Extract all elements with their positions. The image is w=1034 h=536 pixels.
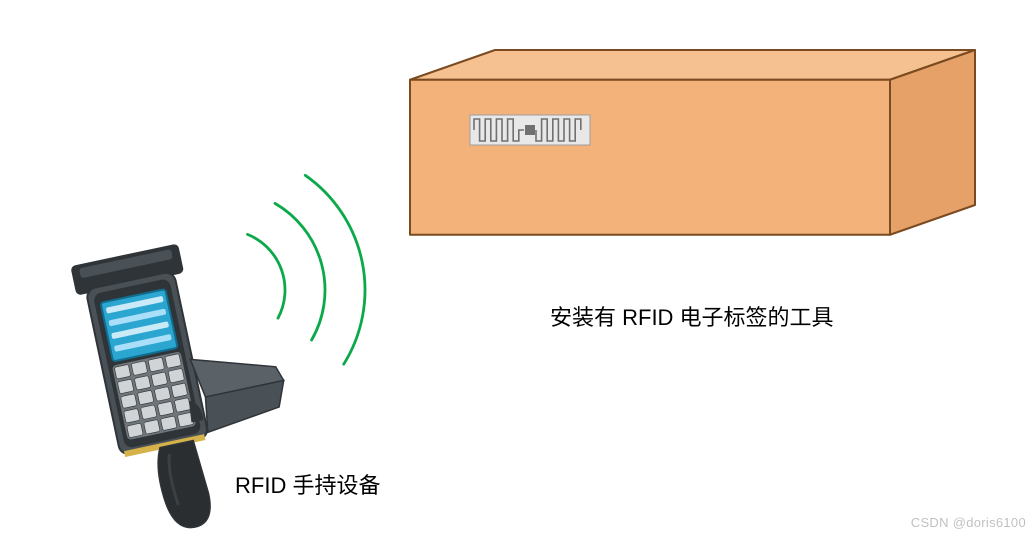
reader-label: RFID 手持设备 (235, 468, 380, 500)
rfid-scanner (0, 0, 1034, 536)
box-label: 安装有 RFID 电子标签的工具 (550, 300, 834, 332)
diagram-stage: 安装有 RFID 电子标签的工具 RFID 手持设备 CSDN @doris61… (0, 0, 1034, 536)
watermark: CSDN @doris6100 (911, 515, 1026, 530)
